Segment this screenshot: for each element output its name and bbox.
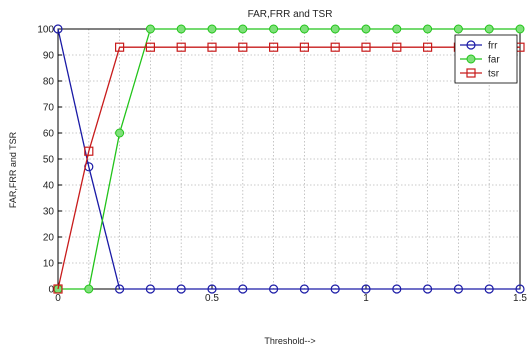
y-tick-label: 80: [43, 77, 55, 88]
y-tick-label: 20: [43, 233, 55, 244]
series-lines: [53, 24, 525, 294]
y-tick-label: 70: [43, 103, 55, 114]
legend-label: far: [488, 55, 500, 66]
x-tick-label: 1: [363, 293, 369, 304]
chart-title: FAR,FRR and TSR: [248, 9, 333, 20]
data-point-frr: [299, 284, 309, 294]
y-tick-label: 90: [43, 51, 55, 62]
data-point-tsr: [392, 42, 402, 52]
series-line-tsr: [57, 46, 520, 290]
legend-entry-tsr: tsr: [460, 68, 500, 80]
data-point-frr: [207, 284, 217, 294]
data-point-tsr: [269, 42, 279, 52]
data-point-far: [84, 284, 94, 294]
legend-label: frr: [488, 41, 498, 52]
series-line-far: [58, 28, 520, 290]
legend: frr far tsr: [454, 34, 518, 84]
data-point-frr: [453, 284, 463, 294]
legend-label: tsr: [488, 69, 500, 80]
data-point-far: [515, 24, 525, 34]
data-point-frr: [269, 284, 279, 294]
data-point-frr: [145, 284, 155, 294]
legend-entry-frr: frr: [460, 40, 498, 52]
data-point-frr: [114, 284, 125, 294]
y-tick-label: 50: [43, 155, 55, 166]
data-point-frr: [238, 284, 248, 294]
data-point-tsr: [361, 42, 371, 52]
data-point-frr: [484, 284, 494, 294]
x-tick-label: 0.5: [205, 293, 219, 304]
y-tick-label: 10: [43, 259, 55, 270]
data-point-far: [484, 24, 494, 34]
axis-ticks: 0 0.5 1 1.5 0 10 20 30 40 50 60 70 80 90 100: [37, 25, 527, 305]
series-far: [53, 24, 525, 294]
data-point-far: [269, 24, 279, 34]
series-tsr: [53, 42, 525, 294]
data-point-tsr: [238, 42, 248, 52]
data-point-frr: [330, 284, 340, 294]
data-point-tsr: [176, 42, 186, 52]
x-tick-label: 1.5: [513, 293, 527, 304]
y-tick-label: 40: [43, 181, 55, 192]
data-point-far: [145, 24, 155, 34]
data-point-tsr: [423, 42, 433, 52]
data-point-tsr: [114, 42, 125, 52]
data-point-tsr: [53, 284, 63, 294]
data-point-frr: [176, 284, 186, 294]
data-point-frr: [361, 284, 371, 294]
series-frr: [53, 24, 525, 294]
data-point-tsr: [299, 42, 309, 52]
data-point-tsr: [84, 146, 94, 156]
data-point-far: [453, 24, 463, 34]
data-point-far: [238, 24, 248, 34]
y-tick-label: 30: [43, 207, 55, 218]
data-point-far: [361, 24, 371, 34]
data-point-frr: [515, 284, 525, 294]
data-point-far: [176, 24, 186, 34]
data-point-far: [423, 24, 433, 34]
y-tick-label: 60: [43, 129, 55, 140]
data-point-tsr: [207, 42, 217, 52]
y-tick-label: 0: [48, 285, 54, 296]
data-point-far: [207, 24, 217, 34]
data-point-far: [330, 24, 340, 34]
y-axis-title: FAR,FRR and TSR: [8, 131, 18, 208]
data-point-frr: [53, 24, 63, 34]
x-axis-title: Threshold-->: [264, 336, 315, 346]
data-point-frr: [423, 284, 433, 294]
legend-entry-far: far: [460, 54, 500, 66]
data-point-frr: [392, 284, 402, 294]
data-point-tsr: [145, 42, 155, 52]
data-point-far: [392, 24, 402, 34]
data-point-far: [299, 24, 309, 34]
legend-swatch-marker: [466, 54, 476, 64]
y-tick-label: 100: [37, 25, 54, 36]
legend-swatch-marker: [466, 68, 476, 78]
data-point-tsr: [330, 42, 340, 52]
legend-swatch-marker: [466, 40, 476, 50]
x-tick-label: 0: [55, 293, 61, 304]
data-point-far: [115, 128, 125, 138]
series-line-frr: [57, 28, 520, 290]
